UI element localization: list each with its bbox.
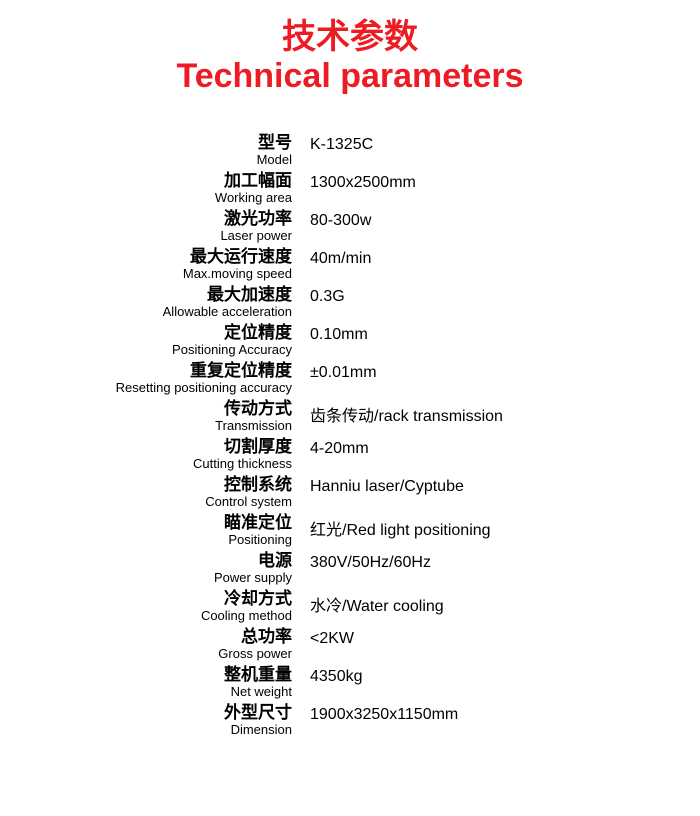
spec-label-en: Dimension — [231, 723, 292, 737]
spec-value-cell: 40m/min — [310, 248, 700, 286]
spec-label-cell: 瞄准定位Positioning — [0, 514, 310, 552]
spec-label-cell: 整机重量Net weight — [0, 666, 310, 704]
spec-label-en: Cutting thickness — [193, 457, 292, 471]
spec-value: 红光/Red light positioning — [310, 516, 491, 540]
spec-value: 0.10mm — [310, 326, 368, 344]
spec-value: 4-20mm — [310, 440, 369, 458]
spec-value-cell: 1900x3250x1150mm — [310, 704, 700, 742]
spec-label-cn: 总功率 — [241, 628, 292, 647]
spec-label-cell: 总功率Gross power — [0, 628, 310, 666]
spec-value-cell: ±0.01mm — [310, 362, 700, 400]
spec-label-en: Cooling method — [201, 609, 292, 623]
spec-label-en: Power supply — [214, 571, 292, 585]
spec-value: ±0.01mm — [310, 364, 377, 382]
spec-label-en: Gross power — [218, 647, 292, 661]
spec-value-cell: K-1325C — [310, 134, 700, 172]
spec-value-cell: 水冷/Water cooling — [310, 590, 700, 628]
spec-label-cn: 加工幅面 — [224, 172, 292, 191]
spec-label-cell: 切割厚度Cutting thickness — [0, 438, 310, 476]
spec-value: 水冷/Water cooling — [310, 592, 444, 616]
spec-label-cn: 冷却方式 — [224, 590, 292, 609]
spec-value: K-1325C — [310, 136, 373, 154]
spec-label-cn: 最大运行速度 — [190, 248, 292, 267]
spec-label-cell: 最大运行速度Max.moving speed — [0, 248, 310, 286]
spec-label-cell: 传动方式Transmission — [0, 400, 310, 438]
spec-label-cn: 型号 — [258, 134, 292, 153]
title-chinese: 技术参数 — [176, 18, 523, 57]
spec-value: <2KW — [310, 630, 354, 648]
spec-label-cell: 控制系统Control system — [0, 476, 310, 514]
spec-label-cell: 加工幅面Working area — [0, 172, 310, 210]
spec-value: 80-300w — [310, 212, 371, 230]
page: 技术参数 Technical parameters 型号ModelK-1325C… — [0, 0, 700, 816]
spec-label-cn: 电源 — [258, 552, 292, 571]
spec-value-cell: 380V/50Hz/60Hz — [310, 552, 700, 590]
spec-value-cell: 0.10mm — [310, 324, 700, 362]
spec-value: 40m/min — [310, 250, 371, 268]
spec-value-cell: 红光/Red light positioning — [310, 514, 700, 552]
spec-label-cn: 控制系统 — [224, 476, 292, 495]
spec-label-en: Model — [257, 153, 292, 167]
spec-value-cell: 1300x2500mm — [310, 172, 700, 210]
spec-label-en: Transmission — [215, 419, 292, 433]
spec-label-en: Control system — [205, 495, 292, 509]
spec-value-cell: 0.3G — [310, 286, 700, 324]
spec-label-cell: 外型尺寸Dimension — [0, 704, 310, 742]
spec-label-cn: 激光功率 — [224, 210, 292, 229]
spec-label-cell: 电源Power supply — [0, 552, 310, 590]
spec-label-en: Max.moving speed — [183, 267, 292, 281]
spec-value: 1300x2500mm — [310, 174, 416, 192]
spec-label-en: Positioning — [228, 533, 292, 547]
spec-label-cn: 重复定位精度 — [190, 362, 292, 381]
spec-value-cell: 80-300w — [310, 210, 700, 248]
spec-label-cell: 最大加速度Allowable acceleration — [0, 286, 310, 324]
spec-value: 4350kg — [310, 668, 363, 686]
spec-label-cell: 激光功率Laser power — [0, 210, 310, 248]
spec-label-cell: 重复定位精度Resetting positioning accuracy — [0, 362, 310, 400]
spec-label-cn: 最大加速度 — [207, 286, 292, 305]
spec-label-en: Net weight — [231, 685, 292, 699]
spec-label-cell: 冷却方式Cooling method — [0, 590, 310, 628]
title-block: 技术参数 Technical parameters — [176, 18, 523, 96]
title-english: Technical parameters — [176, 57, 523, 96]
spec-value-cell: 4-20mm — [310, 438, 700, 476]
spec-label-cn: 传动方式 — [224, 400, 292, 419]
spec-value: 0.3G — [310, 288, 345, 306]
spec-value: 1900x3250x1150mm — [310, 706, 458, 724]
spec-label-en: Working area — [215, 191, 292, 205]
spec-value-cell: 齿条传动/rack transmission — [310, 400, 700, 438]
spec-value: 380V/50Hz/60Hz — [310, 554, 431, 572]
spec-table: 型号ModelK-1325C加工幅面Working area1300x2500m… — [0, 134, 700, 742]
spec-label-en: Allowable acceleration — [163, 305, 292, 319]
spec-label-en: Positioning Accuracy — [172, 343, 292, 357]
spec-value-cell: <2KW — [310, 628, 700, 666]
spec-value: Hanniu laser/Cyptube — [310, 478, 464, 496]
spec-label-cn: 切割厚度 — [224, 438, 292, 457]
spec-label-cell: 型号Model — [0, 134, 310, 172]
spec-label-cn: 外型尺寸 — [224, 704, 292, 723]
spec-label-en: Laser power — [220, 229, 292, 243]
spec-value-cell: 4350kg — [310, 666, 700, 704]
spec-label-cell: 定位精度Positioning Accuracy — [0, 324, 310, 362]
spec-value: 齿条传动/rack transmission — [310, 402, 503, 426]
spec-label-cn: 瞄准定位 — [224, 514, 292, 533]
spec-label-en: Resetting positioning accuracy — [116, 381, 292, 395]
spec-value-cell: Hanniu laser/Cyptube — [310, 476, 700, 514]
spec-label-cn: 整机重量 — [224, 666, 292, 685]
spec-label-cn: 定位精度 — [224, 324, 292, 343]
